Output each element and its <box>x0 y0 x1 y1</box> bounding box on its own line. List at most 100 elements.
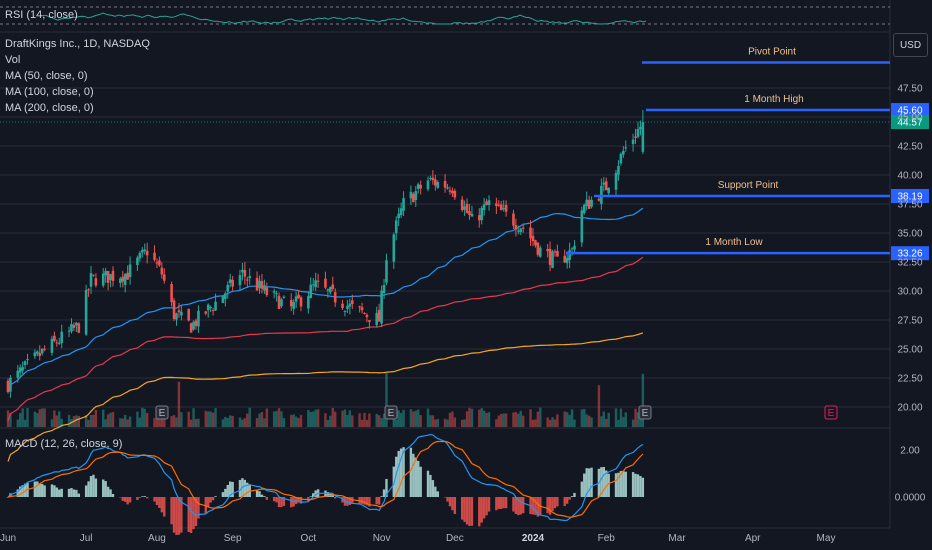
candle-body <box>206 304 210 311</box>
volume-bar <box>399 412 403 427</box>
candle-body <box>75 322 78 326</box>
volume-bar <box>50 419 54 427</box>
macd-histogram-bar <box>282 497 286 506</box>
macd-histogram-bar <box>6 497 10 498</box>
macd-histogram-bar <box>429 474 432 497</box>
volume-bar <box>409 409 413 427</box>
volume-bar <box>546 417 549 427</box>
macd-histogram-bar <box>16 489 19 497</box>
time-tick: May <box>817 533 836 544</box>
macd-histogram-bar <box>175 497 178 536</box>
level-badge <box>891 103 929 118</box>
price-tick: 35.00 <box>897 229 922 240</box>
macd-histogram-bar <box>155 497 159 506</box>
volume-bar <box>231 415 234 427</box>
volume-bar <box>53 410 56 427</box>
candle-body <box>104 270 107 276</box>
macd-histogram-bar <box>614 473 618 497</box>
candle-body <box>50 338 54 353</box>
volume-bar <box>446 419 449 427</box>
macd-histogram-bar <box>197 497 200 519</box>
macd-histogram-bar <box>397 450 400 497</box>
last-price-badge <box>891 114 929 129</box>
macd-histogram-bar <box>43 485 46 497</box>
candle-body <box>209 307 212 309</box>
macd-histogram-bar <box>40 483 44 497</box>
volume-bar <box>358 413 361 427</box>
level-label: Support Point <box>718 180 779 191</box>
ma200-path <box>7 332 644 462</box>
volume-bar <box>641 373 645 427</box>
volume-bar <box>385 372 388 427</box>
macd-histogram-bar <box>341 497 344 503</box>
candle-body <box>416 184 420 189</box>
volume-bar <box>470 408 474 427</box>
macd-histogram-bar <box>565 497 569 504</box>
candle-body <box>634 136 637 138</box>
volume-bar <box>229 415 232 427</box>
volume-bar <box>23 419 27 427</box>
macd-histogram-bar <box>141 496 144 497</box>
candle-body <box>89 273 93 287</box>
time-tick: Jul <box>80 533 93 544</box>
volume-bar <box>104 419 107 427</box>
macd-histogram-bar <box>360 497 364 504</box>
earnings-letter: E <box>388 408 395 419</box>
volume-bar <box>155 414 159 427</box>
volume-bar <box>512 412 515 427</box>
candle-body <box>346 305 349 309</box>
candle-body <box>23 361 27 366</box>
macd-histogram-bar <box>487 497 491 512</box>
macd-histogram-bar <box>517 497 520 516</box>
currency-button[interactable]: USD <box>893 33 928 57</box>
candle-body <box>556 251 559 257</box>
candle-body <box>316 280 320 282</box>
volume-bar <box>292 414 295 427</box>
candle-body <box>77 323 81 333</box>
volume-bar <box>519 410 522 427</box>
time-tick: Oct <box>301 533 317 544</box>
volume-bar <box>580 409 584 427</box>
volume-bar <box>175 417 178 427</box>
volume-bar <box>346 414 349 427</box>
volume-bar <box>502 413 505 427</box>
candle-body <box>487 200 491 206</box>
volume-bar <box>419 415 422 427</box>
macd-histogram-bar <box>448 497 452 507</box>
volume-bar <box>414 410 417 427</box>
macd-histogram-bar <box>280 497 283 508</box>
volume-bar <box>417 409 420 427</box>
macd-histogram-bar <box>500 497 503 509</box>
candle-body <box>280 299 283 307</box>
volume-bar <box>539 407 542 427</box>
volume-bar <box>551 417 554 427</box>
volume-bar <box>77 416 81 427</box>
candle-body <box>480 207 484 221</box>
volume-bar <box>468 407 471 427</box>
macd-histogram-bar <box>402 447 405 497</box>
candle-body <box>348 303 352 307</box>
candle-body <box>40 348 44 354</box>
macd-histogram-bar <box>58 489 61 497</box>
volume-bar <box>170 416 173 427</box>
volume-bar <box>204 410 207 427</box>
macd-histogram-bar <box>194 497 198 526</box>
ma100-path <box>7 256 644 422</box>
candle-body <box>87 289 90 291</box>
macd-histogram-bar <box>172 497 176 533</box>
candle-body <box>365 314 369 318</box>
candle-body <box>443 181 447 188</box>
macd-histogram-bar <box>624 471 627 497</box>
price-tick: 30.00 <box>897 287 922 298</box>
volume-bar <box>272 411 276 427</box>
volume-bar <box>275 410 278 427</box>
candle-body <box>573 245 576 250</box>
candle-body <box>18 367 22 373</box>
time-tick: Apr <box>745 533 761 544</box>
candle-body <box>331 284 335 289</box>
macd-tick: 0.0000 <box>895 493 926 504</box>
macd-histogram-bar <box>177 497 181 535</box>
level-badge <box>891 188 929 203</box>
macd-histogram-bar <box>170 497 173 525</box>
